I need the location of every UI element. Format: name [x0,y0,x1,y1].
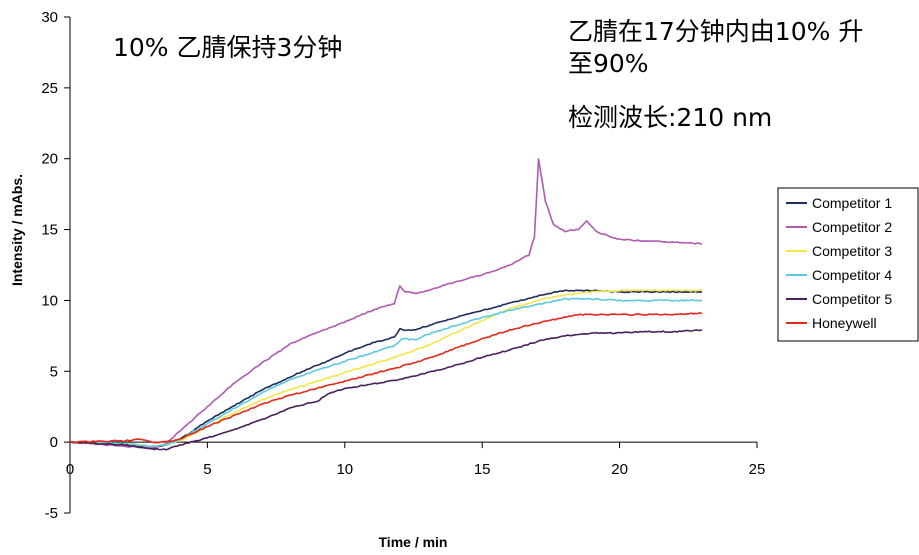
annotation-hold: 10% 乙腈保持3分钟 [113,33,342,62]
x-tick-label: 25 [749,461,766,478]
series-line-honeywell [69,311,703,444]
y-axis-title: Intensity / mAbs. [9,174,25,286]
y-tick-label: 25 [41,80,58,97]
annotation-gradient-line2: 至90% [568,49,649,78]
legend: Competitor 1 Competitor 2 Competitor 3 Comp… [777,187,919,342]
y-tick-label: 0 [50,434,58,451]
series-line-competitor-3 [69,289,703,448]
x-tick-label: 15 [474,461,491,478]
tick-labels: -5 0 5 10 15 20 25 30 0 5 10 15 20 25 [41,9,765,522]
x-tick-label: 20 [611,461,628,478]
legend-label: Competitor 4 [812,267,892,283]
axes [64,16,758,514]
x-tick-label: 10 [336,461,353,478]
series-line-competitor-4 [69,297,703,448]
y-tick-label: 30 [41,9,58,26]
series-lines [69,158,703,451]
y-tick-label: 20 [41,151,58,168]
legend-label: Competitor 2 [812,219,892,235]
y-tick-label: 15 [41,222,58,239]
x-axis-title: Time / min [379,534,448,550]
y-tick-label: -5 [45,505,58,522]
x-tick-label: 0 [66,461,74,478]
series-line-competitor-5 [70,329,703,451]
y-tick-label: 10 [41,292,58,309]
y-tick-label: 5 [50,363,58,380]
legend-label: Competitor 1 [812,195,892,211]
series-line-competitor-1 [69,289,703,449]
series-line-competitor-2 [70,158,703,449]
legend-box [777,187,919,342]
annotation-wavelength: 检测波长:210 nm [568,103,772,132]
legend-label: Honeywell [812,315,877,331]
legend-label: Competitor 3 [812,243,892,259]
legend-label: Competitor 5 [812,291,892,307]
x-tick-label: 5 [203,461,211,478]
annotation-gradient-line1: 乙腈在17分钟内由10% 升 [568,17,863,46]
